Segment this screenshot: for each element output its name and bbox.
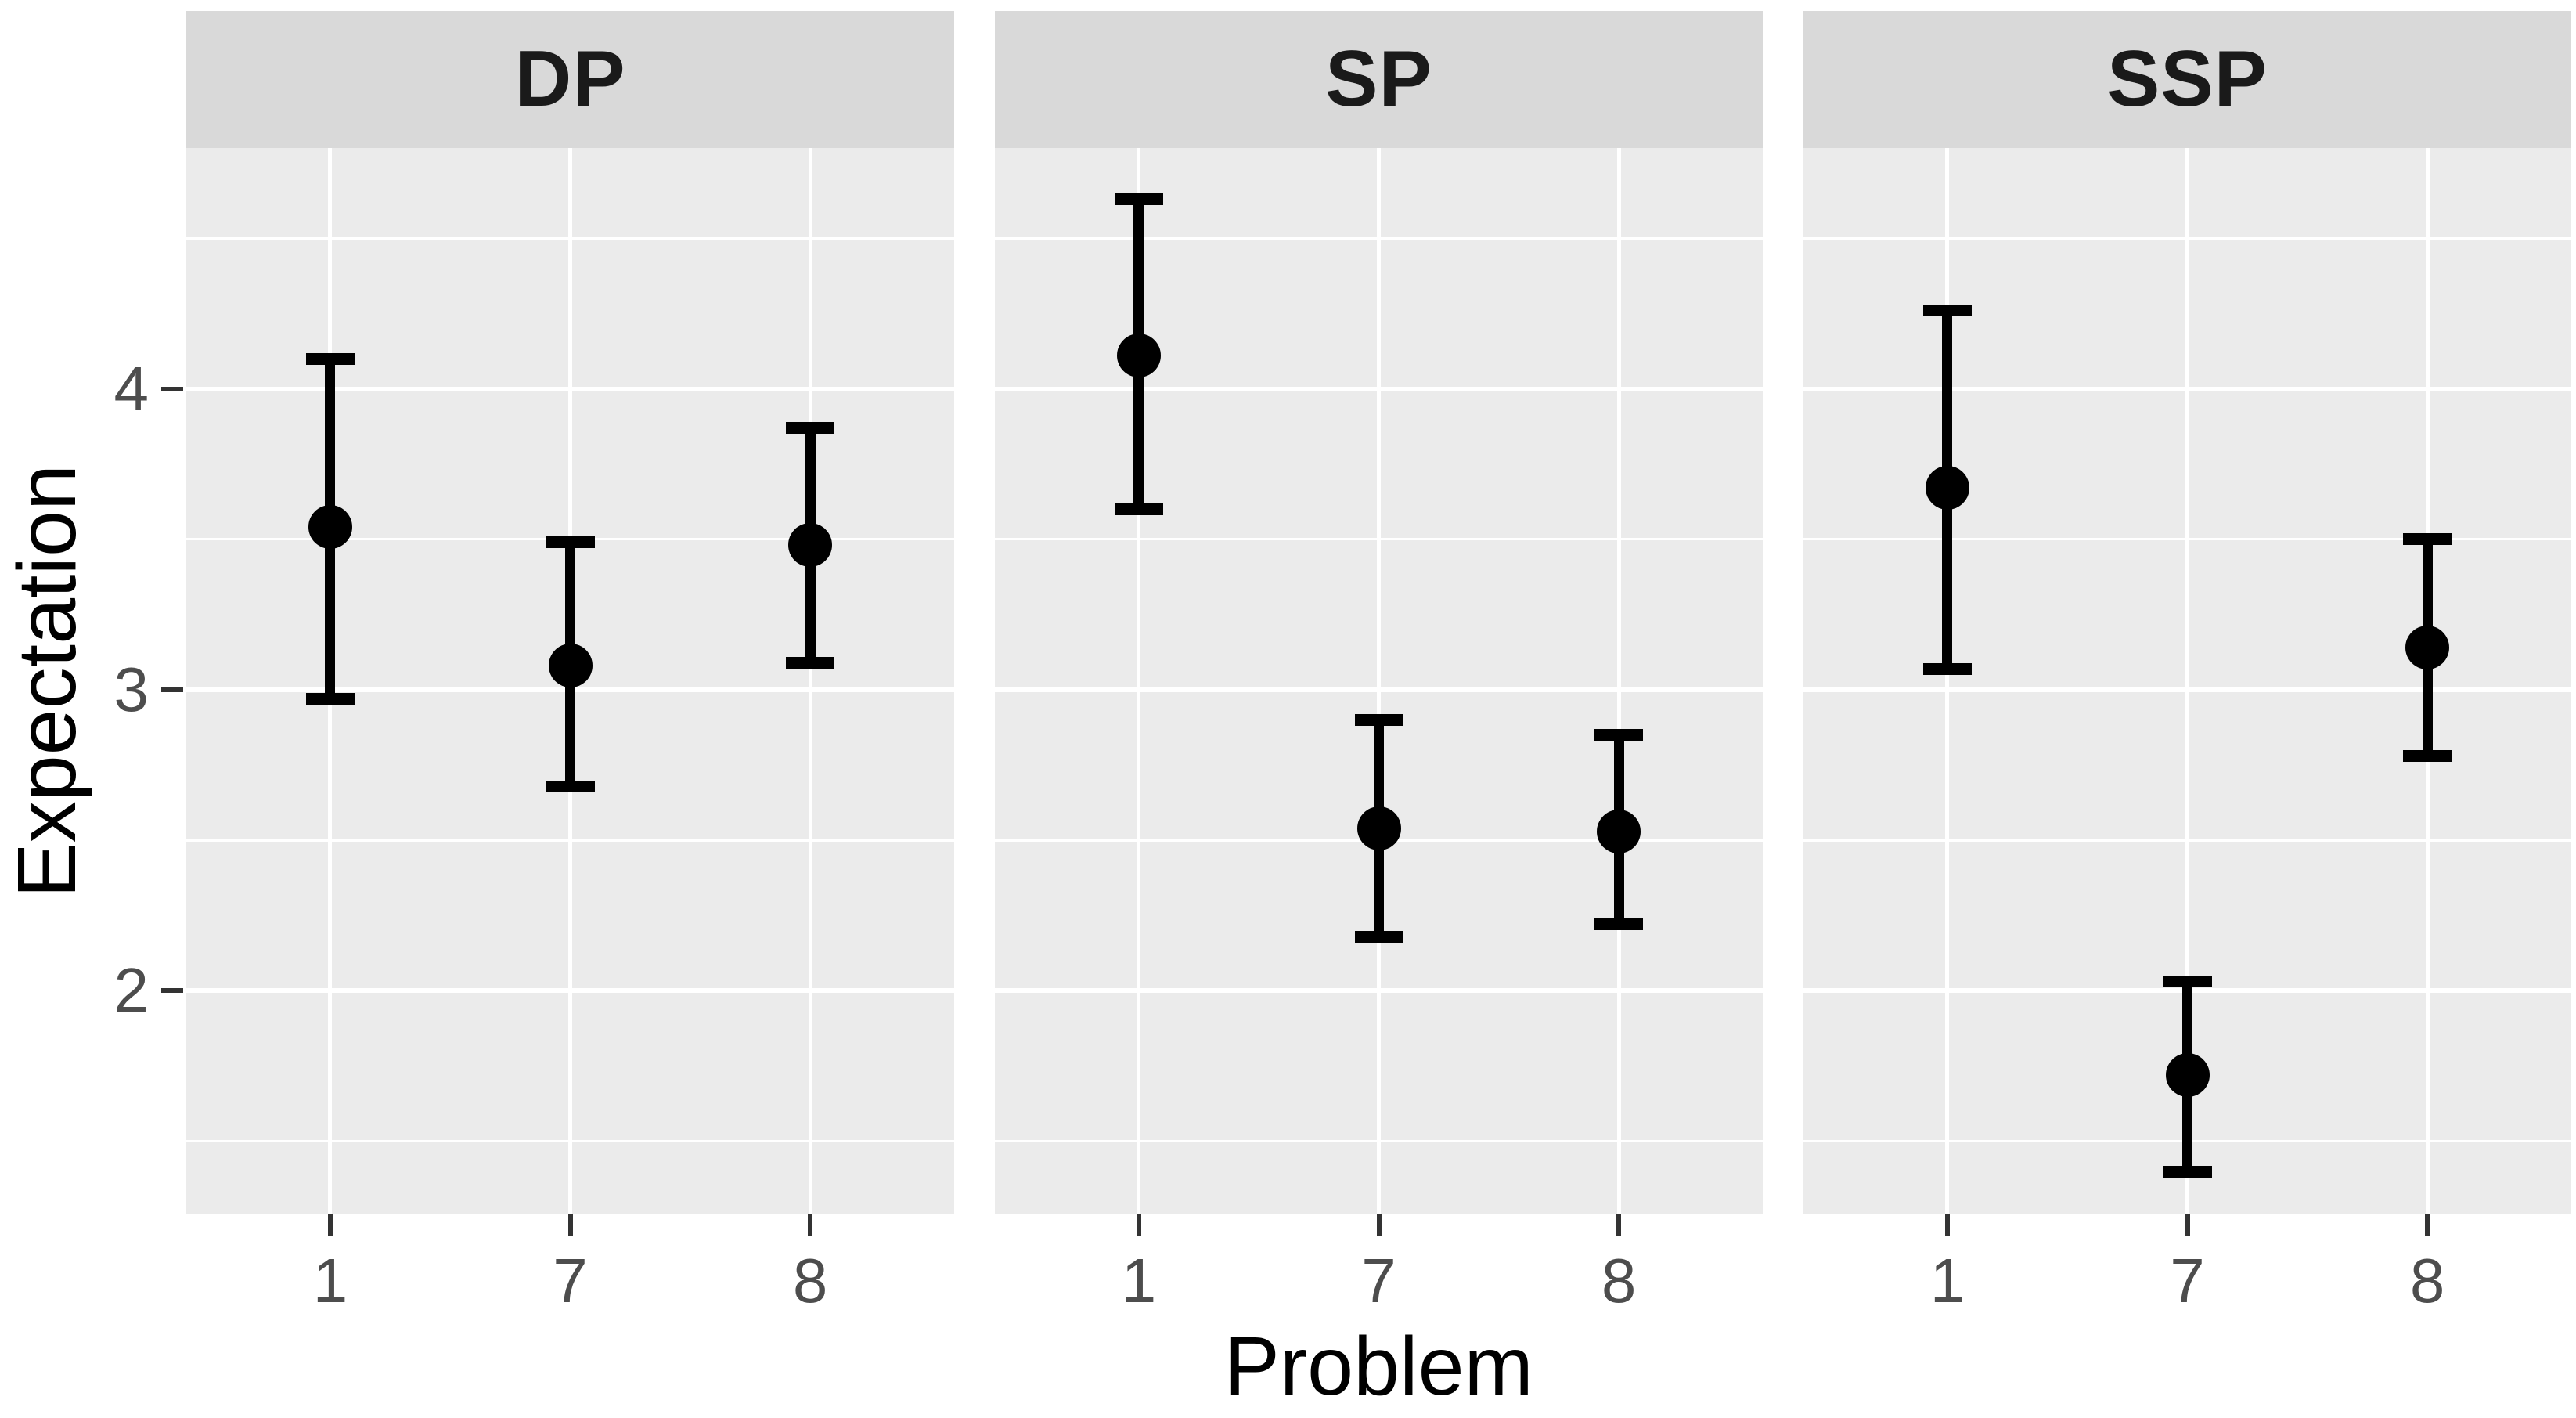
error-bar-cap-top — [1354, 713, 1403, 726]
point-mean — [1116, 334, 1161, 378]
x-gridline-major — [1616, 148, 1621, 1214]
point-mean — [1925, 466, 1969, 511]
x-axis-title: Problem — [1224, 1320, 1533, 1413]
error-bar-cap-top — [305, 352, 355, 365]
x-tick-label: 7 — [553, 1246, 588, 1315]
y-tick-label: 4 — [113, 353, 150, 424]
error-bar-cap-top — [2403, 533, 2452, 546]
error-bar-cap-bottom — [1354, 930, 1403, 943]
x-tick-mark — [808, 1214, 813, 1236]
point-mean — [1597, 809, 1641, 853]
y-tick-mark — [161, 687, 183, 693]
x-gridline-major — [2185, 148, 2189, 1214]
x-tick-label: 1 — [312, 1246, 348, 1315]
error-bar-cap-top — [1922, 305, 1972, 317]
error-bar-cap-bottom — [1922, 662, 1972, 675]
x-tick-label: 8 — [1601, 1246, 1637, 1315]
error-bar-cap-top — [1594, 729, 1644, 741]
point-mean — [2165, 1053, 2210, 1098]
x-tick-label: 7 — [1361, 1246, 1396, 1315]
x-tick-mark — [2425, 1214, 2430, 1236]
panel — [186, 148, 954, 1214]
y-tick-mark — [161, 386, 183, 391]
x-tick-label: 1 — [1929, 1246, 1965, 1315]
point-mean — [548, 644, 593, 688]
x-tick-label: 8 — [792, 1246, 828, 1315]
x-tick-label: 7 — [2170, 1246, 2205, 1315]
x-gridline-major — [1377, 148, 1381, 1214]
error-bar-cap-top — [546, 536, 595, 549]
x-tick-mark — [1136, 1214, 1141, 1236]
point-mean — [788, 523, 833, 568]
error-bar-cap-bottom — [1594, 918, 1644, 931]
point-mean — [1356, 806, 1401, 850]
error-bar-cap-bottom — [546, 780, 595, 792]
x-tick-mark — [1616, 1214, 1622, 1236]
facet-strip: DP — [186, 11, 954, 148]
x-tick-mark — [2185, 1214, 2190, 1236]
y-tick-label: 2 — [113, 955, 150, 1026]
x-tick-mark — [567, 1214, 573, 1236]
x-tick-label: 8 — [2409, 1246, 2445, 1315]
y-tick-mark — [161, 988, 183, 994]
x-gridline-major — [1945, 148, 1950, 1214]
x-gridline-major — [1137, 148, 1141, 1214]
error-bar-cap-bottom — [1114, 503, 1163, 515]
error-bar-cap-bottom — [2163, 1165, 2212, 1178]
x-tick-label: 1 — [1121, 1246, 1157, 1315]
strip-label: SP — [1325, 35, 1432, 123]
point-mean — [308, 505, 352, 550]
panel — [995, 148, 1763, 1214]
error-bar-cap-top — [2163, 976, 2212, 988]
y-tick-label: 3 — [113, 655, 150, 725]
strip-label: DP — [514, 35, 626, 123]
point-mean — [2405, 626, 2450, 670]
strip-label: SSP — [2106, 35, 2268, 123]
x-tick-mark — [327, 1214, 333, 1236]
error-bar-cap-top — [786, 422, 835, 435]
x-tick-mark — [1376, 1214, 1382, 1236]
error-bar-cap-bottom — [2403, 750, 2452, 763]
facet-strip: SP — [995, 11, 1763, 148]
error-bar-cap-top — [1114, 193, 1163, 205]
x-tick-mark — [1944, 1214, 1950, 1236]
facet-strip: SSP — [1803, 11, 2571, 148]
error-bar-cap-bottom — [786, 656, 835, 669]
error-bar-cap-bottom — [305, 693, 355, 705]
x-gridline-major — [808, 148, 812, 1214]
panel — [1803, 148, 2571, 1214]
